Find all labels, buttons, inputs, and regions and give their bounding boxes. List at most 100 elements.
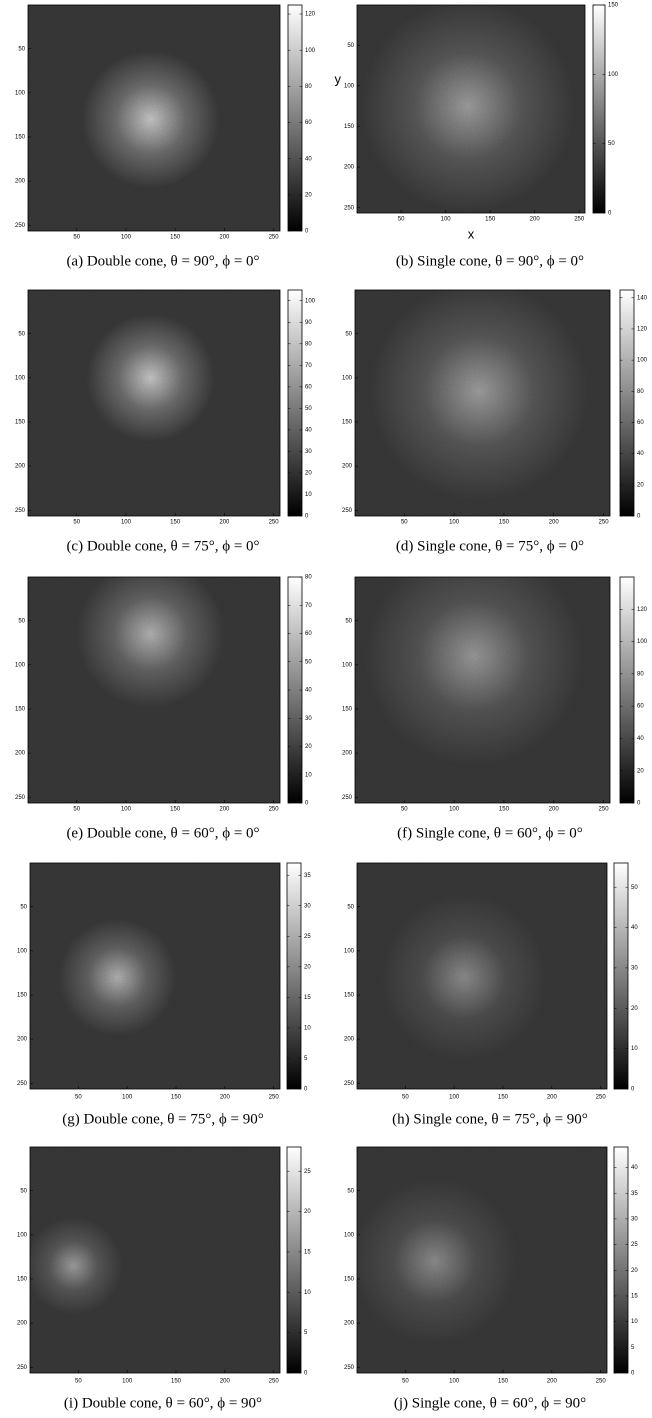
x-axis-label: x [468,226,475,241]
y-tick-label: 150 [17,993,28,999]
y-tick-label: 250 [342,508,353,514]
y-tick-label: 250 [17,1365,28,1371]
colorbar-tick-label: 60 [637,704,644,710]
colorbar-tick-label: 10 [304,1290,311,1296]
colorbar [287,289,303,517]
y-tick-label: 200 [344,1037,355,1043]
colorbar-tick-label: 20 [631,1268,638,1274]
caption: (j) Single cone, θ = 60°, ϕ = 90° [394,1395,586,1411]
panel: 50 100 150 200 250 50 100 150 200 250 0 20 40 60 80 100… [342,576,648,841]
y-tick-label: 200 [17,1037,28,1043]
y-tick-label: 50 [20,1188,27,1194]
heatmap-noise [357,5,585,213]
colorbar-tick-label: 5 [304,1330,308,1336]
panel: 50 100 150 200 250 50 100 150 200 250 0 10 20 30 40 50 (… [344,862,638,1127]
x-tick-label: 50 [73,235,80,241]
colorbar-tick-label: 60 [637,420,644,426]
colorbar [613,1146,629,1374]
colorbar-tick-label: 5 [304,1056,308,1062]
colorbar-tick-label: 20 [305,744,312,750]
y-tick-label: 200 [342,751,353,757]
colorbar-tick-label: 40 [637,451,644,457]
heatmap-noise [30,1147,280,1373]
y-tick-label: 150 [344,993,355,999]
y-tick-label: 250 [344,1365,355,1371]
y-tick-label: 100 [342,662,353,668]
colorbar-tick-label: 30 [305,449,312,455]
x-tick-label: 50 [398,217,405,223]
colorbar-tick-label: 100 [305,298,316,304]
y-tick-label: 50 [18,618,25,624]
y-tick-label: 150 [17,1277,28,1283]
colorbar-tick-label: 20 [631,1006,638,1012]
heatmap-noise [357,863,607,1089]
colorbar-tick-label: 25 [304,1169,311,1175]
x-tick-label: 250 [269,807,280,813]
y-tick-label: 100 [344,1232,355,1238]
colorbar-tick-label: 30 [305,716,312,722]
y-tick-label: 150 [15,707,26,713]
colorbar-tick-label: 20 [305,471,312,477]
colorbar-tick-label: 0 [631,1087,635,1093]
colorbar [619,576,635,804]
x-tick-label: 150 [485,217,496,223]
axes-frame [356,1146,608,1374]
panel: 50 100 150 200 250 50 100 150 200 250 0 5 10 15 20 25 (i… [17,1146,311,1411]
y-tick-label: 200 [344,165,355,171]
colorbar-tick-label: 35 [304,873,311,879]
colorbar-tick-label: 20 [637,768,644,774]
colorbar-tick-label: 100 [637,358,648,364]
y-tick-label: 250 [344,1081,355,1087]
x-tick-label: 100 [449,1379,460,1385]
axes-frame [29,862,281,1090]
x-tick-label: 100 [122,1379,133,1385]
colorbar-tick-label: 5 [631,1345,635,1351]
axes-frame [27,289,281,517]
x-tick-label: 150 [499,807,510,813]
colorbar-tick-label: 0 [637,801,641,807]
axes-frame [356,862,608,1090]
colorbar-tick-label: 100 [305,48,316,54]
colorbar [613,862,629,1090]
colorbar-tick-label: 60 [305,384,312,390]
x-tick-label: 150 [171,1095,182,1101]
x-tick-label: 50 [73,520,80,526]
heatmap-noise [28,577,280,803]
colorbar-tick-label: 40 [631,1165,638,1171]
colorbar-tick-label: 60 [305,120,312,126]
x-tick-label: 250 [599,807,610,813]
colorbar-tick-label: 0 [304,1371,308,1377]
y-tick-label: 150 [342,420,353,426]
colorbar-tick-label: 20 [305,192,312,198]
colorbar-tick-label: 10 [305,492,312,498]
x-tick-label: 250 [269,1095,280,1101]
colorbar-tick-label: 15 [304,1250,311,1256]
x-tick-label: 150 [170,520,181,526]
y-tick-label: 100 [17,1232,28,1238]
x-tick-label: 200 [219,807,230,813]
x-tick-label: 200 [220,1095,231,1101]
y-tick-label: 100 [344,948,355,954]
colorbar-tick-label: 50 [305,406,312,412]
colorbar-tick-label: 150 [608,3,619,9]
colorbar-tick-label: 140 [637,295,648,301]
caption: (e) Double cone, θ = 60°, ϕ = 0° [66,825,259,841]
colorbar-tick-label: 10 [631,1046,638,1052]
x-tick-label: 150 [498,1095,509,1101]
colorbar-tick-label: 35 [631,1191,638,1197]
caption: (i) Double cone, θ = 60°, ϕ = 90° [64,1395,262,1411]
colorbar-tick-label: 70 [305,603,312,609]
colorbar-tick-label: 60 [305,631,312,637]
colorbar-tick-label: 80 [305,84,312,90]
heatmap-noise [357,1147,607,1373]
x-tick-label: 200 [219,520,230,526]
colorbar-tick-label: 50 [608,141,615,147]
panel: 50 100 150 200 250 50 100 150 200 250 0 20 40 60 80 100… [342,289,648,554]
colorbar-tick-label: 90 [305,320,312,326]
axes-frame [29,1146,281,1374]
colorbar-tick-label: 100 [637,639,648,645]
colorbar-tick-label: 30 [631,966,638,972]
y-tick-label: 50 [20,904,27,910]
y-tick-label: 200 [15,464,26,470]
